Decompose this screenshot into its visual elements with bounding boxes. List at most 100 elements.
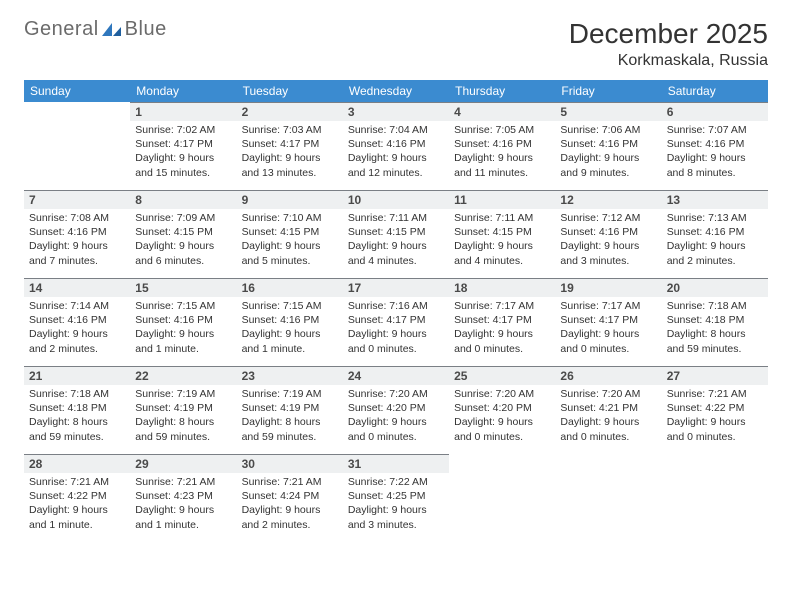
sunset-line: Sunset: 4:22 PM xyxy=(667,401,763,415)
daylight-line: Daylight: 9 hours and 11 minutes. xyxy=(454,151,550,179)
day-number: 7 xyxy=(24,190,130,209)
day-details: Sunrise: 7:07 AMSunset: 4:16 PMDaylight:… xyxy=(662,121,768,184)
day-number: 1 xyxy=(130,102,236,121)
sunset-line: Sunset: 4:18 PM xyxy=(29,401,125,415)
day-number: 4 xyxy=(449,102,555,121)
day-header-row: SundayMondayTuesdayWednesdayThursdayFrid… xyxy=(24,80,768,102)
daylight-line: Daylight: 9 hours and 4 minutes. xyxy=(454,239,550,267)
calendar-cell: 7Sunrise: 7:08 AMSunset: 4:16 PMDaylight… xyxy=(24,190,130,278)
sunset-line: Sunset: 4:16 PM xyxy=(667,225,763,239)
calendar-cell: 9Sunrise: 7:10 AMSunset: 4:15 PMDaylight… xyxy=(237,190,343,278)
day-number: 25 xyxy=(449,366,555,385)
daylight-line: Daylight: 9 hours and 15 minutes. xyxy=(135,151,231,179)
calendar-week: 28 Sunrise: 7:21 AM Sunset: 4:22 PMDayligh… xyxy=(24,454,768,542)
daylight-line: Daylight: 9 hours and 5 minutes. xyxy=(242,239,338,267)
brand-logo: General Blue xyxy=(24,18,167,41)
calendar-table: SundayMondayTuesdayWednesdayThursdayFrid… xyxy=(24,80,768,542)
day-header: Friday xyxy=(555,80,661,102)
day-number: 2 xyxy=(237,102,343,121)
day-number: 18 xyxy=(449,278,555,297)
sunset-line: Sunset: 4:20 PM xyxy=(348,401,444,415)
sunrise-line: Sunrise: 7:10 AM xyxy=(242,211,338,225)
day-details: Sunrise: 7:04 AMSunset: 4:16 PMDaylight:… xyxy=(343,121,449,184)
sunset-line: Sunset: 4:15 PM xyxy=(135,225,231,239)
sunrise-line: Sunrise: 7:11 AM xyxy=(454,211,550,225)
sunrise-line: Sunrise: 7:11 AM xyxy=(348,211,444,225)
daylight-line: Daylight: 8 hours and 59 minutes. xyxy=(242,415,338,443)
calendar-cell: 20Sunrise: 7:18 AMSunset: 4:18 PMDayligh… xyxy=(662,278,768,366)
day-details: Sunrise: 7:03 AMSunset: 4:17 PMDaylight:… xyxy=(237,121,343,184)
sail-icon xyxy=(101,22,123,38)
day-number: 28 xyxy=(24,454,130,473)
day-number: 12 xyxy=(555,190,661,209)
sunrise-line: Sunrise: 7:02 AM xyxy=(135,123,231,137)
day-header: Saturday xyxy=(662,80,768,102)
sunrise-line: Sunrise: 7:21 AM xyxy=(135,475,231,489)
sunset-line: Sunset: 4:23 PM xyxy=(135,489,231,503)
calendar-cell: 23Sunrise: 7:19 AMSunset: 4:19 PMDayligh… xyxy=(237,366,343,454)
calendar-cell: 16Sunrise: 7:15 AMSunset: 4:16 PMDayligh… xyxy=(237,278,343,366)
day-details: Sunrise: 7:21 AMSunset: 4:24 PMDaylight:… xyxy=(237,473,343,536)
day-header: Wednesday xyxy=(343,80,449,102)
calendar-cell xyxy=(449,454,555,542)
sunrise-line: Sunrise: 7:06 AM xyxy=(560,123,656,137)
day-details: Sunrise: 7:21 AMSunset: 4:23 PMDaylight:… xyxy=(130,473,236,536)
sunrise-line: Sunrise: 7:15 AM xyxy=(242,299,338,313)
sunrise-line: Sunrise: 7:20 AM xyxy=(560,387,656,401)
calendar-body: 1Sunrise: 7:02 AMSunset: 4:17 PMDaylight… xyxy=(24,102,768,542)
day-number: 17 xyxy=(343,278,449,297)
calendar-cell: 8Sunrise: 7:09 AMSunset: 4:15 PMDaylight… xyxy=(130,190,236,278)
day-number: 21 xyxy=(24,366,130,385)
sunset-line: Sunset: 4:19 PM xyxy=(242,401,338,415)
day-number: 5 xyxy=(555,102,661,121)
calendar-week: 14Sunrise: 7:14 AMSunset: 4:16 PMDayligh… xyxy=(24,278,768,366)
day-number: 6 xyxy=(662,102,768,121)
day-details: Sunrise: 7:22 AMSunset: 4:25 PMDaylight:… xyxy=(343,473,449,536)
day-header: Tuesday xyxy=(237,80,343,102)
daylight-line: Daylight: 9 hours and 2 minutes. xyxy=(667,239,763,267)
day-details: Sunrise: 7:19 AMSunset: 4:19 PMDaylight:… xyxy=(237,385,343,448)
sunrise-line: Sunrise: 7:04 AM xyxy=(348,123,444,137)
calendar-cell: 18Sunrise: 7:17 AMSunset: 4:17 PMDayligh… xyxy=(449,278,555,366)
daylight-line: Daylight: 9 hours and 0 minutes. xyxy=(560,415,656,443)
calendar-cell: 17Sunrise: 7:16 AMSunset: 4:17 PMDayligh… xyxy=(343,278,449,366)
daylight-line: Daylight: 9 hours and 4 minutes. xyxy=(348,239,444,267)
day-details: Sunrise: 7:20 AMSunset: 4:20 PMDaylight:… xyxy=(343,385,449,448)
day-details: Sunrise: 7:19 AMSunset: 4:19 PMDaylight:… xyxy=(130,385,236,448)
day-number: 10 xyxy=(343,190,449,209)
sunrise-line: Sunrise: 7:20 AM xyxy=(348,387,444,401)
sunrise-line: Sunrise: 7:14 AM xyxy=(29,299,125,313)
day-number: 8 xyxy=(130,190,236,209)
sunset-line: Sunset: 4:16 PM xyxy=(29,313,125,327)
day-details: Sunrise: 7:15 AMSunset: 4:16 PMDaylight:… xyxy=(130,297,236,360)
sunrise-line: Sunrise: 7:20 AM xyxy=(454,387,550,401)
calendar-page: General Blue December 2025 Korkmaskala, … xyxy=(0,0,792,562)
daylight-line: Daylight: 9 hours and 2 minutes. xyxy=(29,327,125,355)
sunset-line: Sunset: 4:22 PM xyxy=(29,489,125,503)
calendar-cell: 27Sunrise: 7:21 AMSunset: 4:22 PMDayligh… xyxy=(662,366,768,454)
day-number: 3 xyxy=(343,102,449,121)
daylight-line: Daylight: 9 hours and 1 minute. xyxy=(29,503,125,531)
sunset-line: Sunset: 4:16 PM xyxy=(454,137,550,151)
brand-word-1: General xyxy=(24,18,99,41)
daylight-line: Daylight: 9 hours and 1 minute. xyxy=(135,327,231,355)
day-details: Sunrise: 7:18 AMSunset: 4:18 PMDaylight:… xyxy=(662,297,768,360)
calendar-cell: 21Sunrise: 7:18 AMSunset: 4:18 PMDayligh… xyxy=(24,366,130,454)
sunset-line: Sunset: 4:16 PM xyxy=(242,313,338,327)
sunrise-line: Sunrise: 7:15 AM xyxy=(135,299,231,313)
sunset-line: Sunset: 4:16 PM xyxy=(560,137,656,151)
calendar-cell: 6Sunrise: 7:07 AMSunset: 4:16 PMDaylight… xyxy=(662,102,768,190)
calendar-cell: 31Sunrise: 7:22 AMSunset: 4:25 PMDayligh… xyxy=(343,454,449,542)
day-details: Sunrise: 7:15 AMSunset: 4:16 PMDaylight:… xyxy=(237,297,343,360)
day-number: 31 xyxy=(343,454,449,473)
day-number: 16 xyxy=(237,278,343,297)
calendar-cell xyxy=(24,102,130,190)
sunrise-line: Sunrise: 7:18 AM xyxy=(29,387,125,401)
sunrise-line: Sunrise: 7:21 AM xyxy=(242,475,338,489)
calendar-cell: 14Sunrise: 7:14 AMSunset: 4:16 PMDayligh… xyxy=(24,278,130,366)
sunrise-line: Sunrise: 7:09 AM xyxy=(135,211,231,225)
calendar-cell: 13Sunrise: 7:13 AMSunset: 4:16 PMDayligh… xyxy=(662,190,768,278)
location-label: Korkmaskala, Russia xyxy=(569,52,768,70)
daylight-line: Daylight: 9 hours and 9 minutes. xyxy=(560,151,656,179)
calendar-cell: 30Sunrise: 7:21 AMSunset: 4:24 PMDayligh… xyxy=(237,454,343,542)
